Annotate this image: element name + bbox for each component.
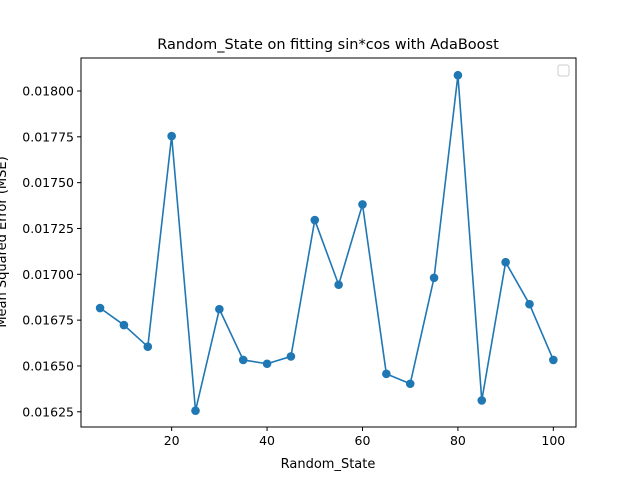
data-point (215, 304, 224, 314)
x-tick-label: 80 (450, 433, 466, 448)
x-axis-label: Random_State (281, 457, 376, 472)
data-point (358, 200, 367, 209)
data-point (238, 355, 248, 365)
data-point (334, 280, 343, 290)
x-tick-label: 100 (541, 433, 565, 448)
data-point (453, 70, 463, 80)
y-tick-label: 0.01700 (22, 267, 74, 282)
y-tick-label: 0.01800 (22, 83, 74, 98)
y-tick-label: 0.01725 (22, 221, 74, 236)
x-tick-label: 60 (355, 433, 371, 448)
data-point (191, 406, 200, 415)
data-point (525, 299, 534, 309)
series-line (99, 74, 555, 412)
data-point (405, 379, 415, 389)
data-point (286, 352, 296, 361)
data-point (429, 273, 439, 283)
y-axis-label: Mean Squared Error (MSE) (0, 156, 10, 327)
x-tick-label: 40 (259, 433, 275, 448)
data-point (143, 342, 153, 352)
x-tick-label: 20 (164, 433, 180, 448)
y-axis: 0.01625 0.01650 0.01675 0.01700 0.01725 0.017… (22, 83, 81, 419)
data-point (549, 355, 558, 365)
data-point (119, 320, 129, 330)
data-point (95, 303, 105, 313)
plot-frame (80, 57, 577, 428)
data-point (382, 369, 391, 379)
chart-title: Random_State on fitting sin*cos with Ada… (157, 37, 499, 53)
data-point (310, 215, 320, 225)
y-tick-label: 0.01750 (22, 175, 74, 190)
y-tick-label: 0.01775 (22, 129, 74, 144)
data-point (501, 257, 510, 267)
y-tick-label: 0.01675 (22, 313, 74, 328)
data-point (477, 396, 487, 405)
x-axis: 20 40 60 80 100 (164, 427, 565, 448)
y-tick-label: 0.01650 (22, 358, 74, 373)
data-point (262, 359, 272, 369)
series-layer (95, 70, 558, 415)
y-tick-label: 0.01625 (22, 404, 74, 419)
legend-box (557, 64, 570, 77)
data-point (167, 131, 176, 141)
